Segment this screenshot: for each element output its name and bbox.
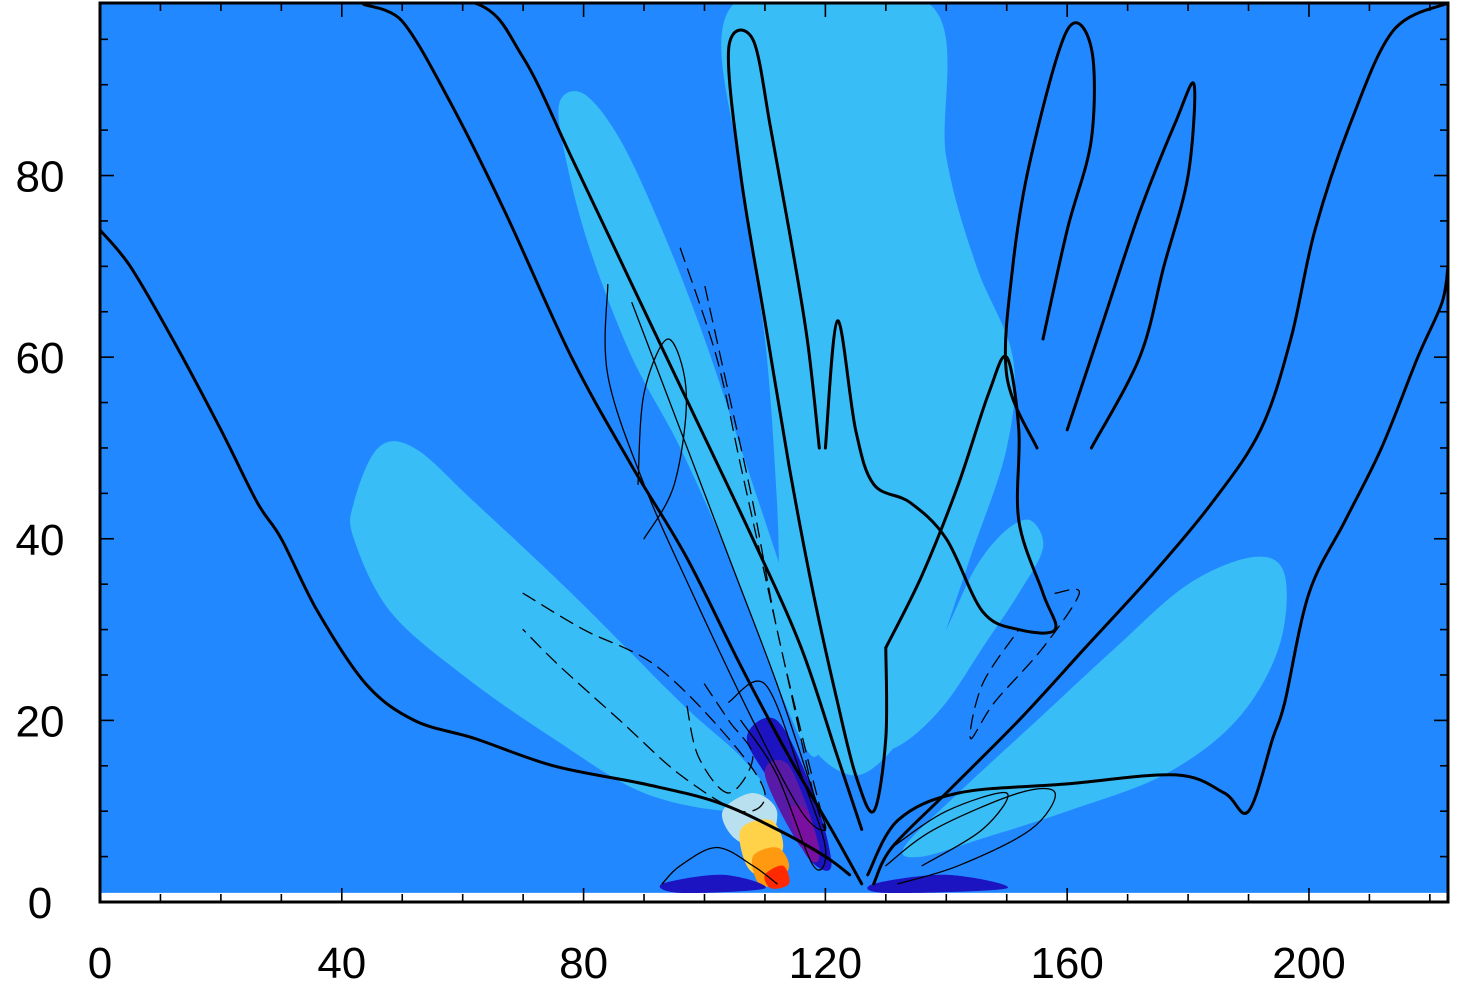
plot-frame bbox=[98, 1, 1450, 904]
contour-thin-13 bbox=[891, 791, 1009, 867]
contour-thin-12 bbox=[885, 787, 1056, 885]
field-floor bbox=[100, 892, 1448, 902]
contour-dashed-15 bbox=[522, 592, 766, 813]
strong-cell-8 bbox=[867, 874, 1009, 894]
x-tick-label: 120 bbox=[789, 939, 862, 987]
x-tick-label: 160 bbox=[1030, 939, 1103, 987]
contour-bold-7 bbox=[1065, 81, 1197, 450]
region-light-lobe-center bbox=[721, 3, 1016, 776]
x-tick-label: 40 bbox=[317, 939, 366, 987]
tick-labels: 0 40 80 120 160 200 0 20 40 60 80 bbox=[16, 153, 1346, 987]
region-light-lobe-right-lower bbox=[902, 556, 1287, 858]
contour-bold-3 bbox=[362, 3, 864, 886]
axes bbox=[98, 1, 1450, 904]
strong-cell-7 bbox=[659, 874, 766, 894]
contour-dashed-17 bbox=[969, 588, 1080, 740]
region-light-lobe-left-lower bbox=[350, 441, 765, 812]
contour-bold-6 bbox=[1003, 21, 1096, 450]
strong-cell-3 bbox=[764, 865, 790, 889]
x-tick-label: 200 bbox=[1272, 939, 1345, 987]
y-tick-label: 20 bbox=[16, 697, 65, 746]
contour-thin-9 bbox=[637, 338, 688, 540]
contour-thin-11 bbox=[728, 680, 827, 871]
y-tick-label: 60 bbox=[16, 334, 65, 383]
region-light-lobe-left-upper bbox=[558, 91, 827, 757]
contour-dashed-16 bbox=[685, 683, 754, 794]
contour-bold-5 bbox=[823, 319, 1058, 650]
x-tick-label: 80 bbox=[559, 939, 608, 987]
x-tick-label: 0 bbox=[88, 939, 112, 987]
y-tick-label: 80 bbox=[16, 153, 65, 202]
contour-layer bbox=[100, 3, 1448, 886]
region-light-lobe-right-middle bbox=[885, 519, 1044, 750]
y-tick-label: 0 bbox=[28, 879, 52, 928]
contour-dashed-14 bbox=[679, 247, 827, 832]
contour-bold-1 bbox=[866, 264, 1448, 877]
contour-thin-10 bbox=[661, 846, 778, 885]
contour-thin-8 bbox=[604, 283, 827, 832]
field-layer bbox=[100, 3, 1448, 902]
y-tick-label: 40 bbox=[16, 516, 65, 565]
contour-bold-4 bbox=[726, 28, 889, 814]
contour-bold-2 bbox=[872, 3, 1448, 886]
